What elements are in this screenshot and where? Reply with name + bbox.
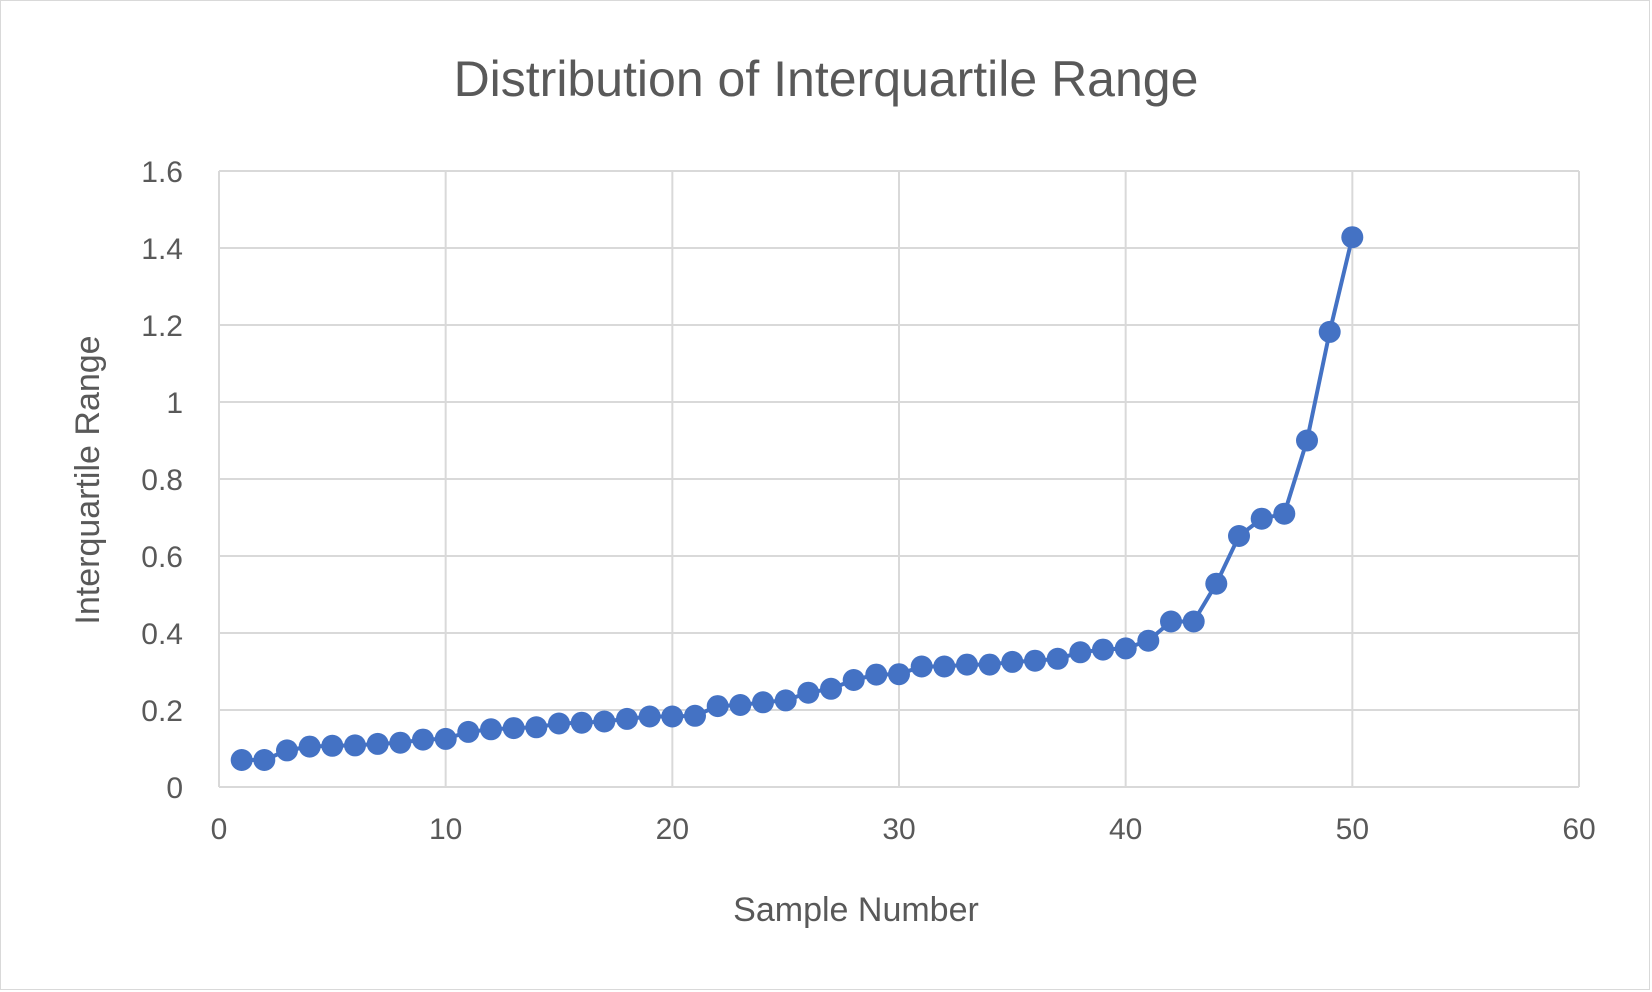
data-point (1137, 629, 1160, 652)
x-tick-label: 30 (882, 813, 915, 846)
data-point (548, 712, 570, 735)
data-point (1205, 572, 1228, 595)
data-point (797, 681, 820, 704)
data-point (276, 739, 298, 762)
data-point (1069, 641, 1092, 664)
y-tick-label: 1.4 (141, 233, 183, 266)
x-tick-label: 40 (1109, 813, 1142, 846)
data-point (729, 694, 752, 716)
data-point (1273, 502, 1296, 525)
x-tick-label: 10 (429, 813, 462, 846)
data-point (616, 707, 638, 730)
data-point (1228, 525, 1250, 547)
data-point (888, 663, 910, 686)
data-point (774, 689, 797, 712)
data-point (480, 718, 502, 741)
data-point (434, 727, 457, 750)
data-point (525, 716, 548, 739)
data-point (1341, 226, 1364, 249)
series-line (241, 236, 1355, 762)
data-point (298, 735, 321, 758)
data-point (820, 677, 842, 700)
data-point (865, 663, 888, 686)
data-point (570, 711, 593, 734)
data-point (321, 734, 344, 757)
data-point (1092, 638, 1114, 661)
data-point (1318, 320, 1341, 343)
data-point (1296, 429, 1318, 452)
x-tick-label: 60 (1562, 813, 1595, 846)
data-point (661, 705, 684, 728)
data-point (344, 734, 366, 757)
data-point (910, 655, 933, 678)
data-point (956, 653, 978, 676)
tick-labels: 0 10 20 30 40 50 60 0 0.2 0.4 0.6 0.8 1 1.2 1.4 1.6 (141, 156, 1595, 846)
chart-title: Distribution of Interquartile Range (454, 51, 1199, 107)
y-tick-label: 0.4 (141, 618, 183, 651)
data-point (253, 749, 276, 771)
data-point (230, 749, 253, 771)
data-point (389, 731, 412, 754)
data-point (638, 705, 661, 728)
x-tick-label: 0 (211, 813, 228, 846)
x-axis-title: Sample Number (733, 891, 979, 929)
y-axis-title: Interquartile Range (69, 335, 107, 624)
y-tick-label: 0.8 (141, 464, 183, 497)
data-point (1001, 650, 1024, 673)
y-tick-label: 0.2 (141, 695, 183, 728)
y-tick-label: 1 (166, 387, 183, 420)
x-tick-label: 20 (656, 813, 689, 846)
data-point (1250, 507, 1273, 530)
y-tick-label: 0 (166, 772, 183, 805)
data-point (1182, 610, 1205, 633)
x-tick-label: 50 (1336, 813, 1369, 846)
data-point (1114, 637, 1137, 660)
y-tick-label: 1.6 (141, 156, 183, 189)
data-point (842, 669, 865, 691)
gridlines (218, 170, 1580, 788)
data-point (1160, 610, 1182, 633)
data-points (230, 226, 1364, 771)
data-point (933, 655, 956, 678)
y-tick-label: 1.2 (141, 310, 183, 343)
data-point (593, 710, 616, 733)
data-point (457, 720, 480, 743)
data-point (1046, 647, 1069, 670)
data-point (412, 728, 434, 751)
data-point (366, 732, 389, 755)
data-point (1024, 649, 1046, 672)
data-point (684, 704, 706, 727)
data-point (502, 717, 525, 740)
data-point (706, 695, 729, 718)
y-tick-label: 0.6 (141, 541, 183, 574)
data-point (978, 653, 1001, 676)
data-point (752, 691, 774, 714)
